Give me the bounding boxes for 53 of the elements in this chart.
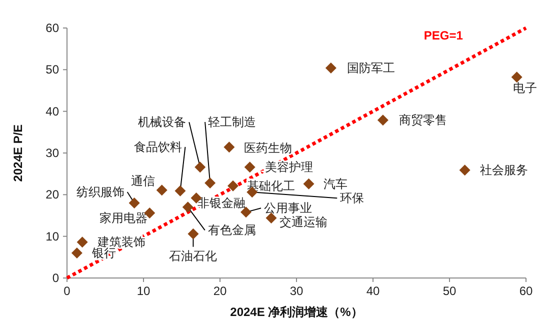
point [76,236,88,248]
x-tick-label: 40 [366,284,380,298]
annotation: 社会服务 [480,163,528,178]
y-tick-label: 30 [46,146,60,160]
annotation: 国防军工 [346,61,395,75]
point [156,184,168,196]
y-tick-label: 20 [46,188,60,202]
point [325,62,336,74]
point [194,162,206,173]
y-tick-label: 40 [46,104,60,118]
point [71,248,82,258]
annotation: 石油石化 [169,248,218,263]
x-axis-title: 2024E 净利润增速（%） [230,305,363,319]
annotation: 通信 [130,174,155,188]
annotation: 环保 [340,191,364,206]
annotation: 商贸零售 [398,113,447,128]
point [174,185,186,196]
point [240,206,252,218]
point [204,178,216,188]
x-tick-label: 20 [213,284,227,298]
annotation: 轻工制造 [208,115,256,129]
annotation: 交通运输 [279,215,328,229]
annotation: 汽车 [324,176,348,191]
annotation: 机械设备 [138,115,186,130]
annotation: 医药生物 [244,141,292,156]
y-tick-label: 10 [46,229,60,244]
annotation: 电子 [512,81,537,96]
point [377,114,388,126]
x-tick-label: 50 [442,284,456,298]
point [511,72,522,83]
point [303,178,314,190]
point [266,212,277,224]
annotation: 有色金属 [208,223,256,238]
annotation: 公用事业 [264,201,312,216]
y-tick-label: 60 [46,21,60,35]
x-tick-label: 0 [64,284,71,298]
point [188,228,199,240]
point [244,162,256,173]
x-tick-label: 30 [290,284,304,298]
point [228,180,239,192]
point [128,198,140,208]
point [459,164,470,176]
point [182,202,194,213]
annotation: 食品饮料 [134,140,182,154]
y-tick-label: 50 [46,62,60,77]
point [224,142,235,153]
annotation: 家用电器 [100,211,148,225]
x-tick-label: 60 [519,284,533,298]
annotation: 纺织服饰 [76,185,124,199]
x-tick-label: 10 [136,284,150,298]
y-axis-title: 2024E P/E [11,124,25,182]
y-tick-label: 0 [52,271,60,285]
series-label: PEG=1 [424,28,464,42]
